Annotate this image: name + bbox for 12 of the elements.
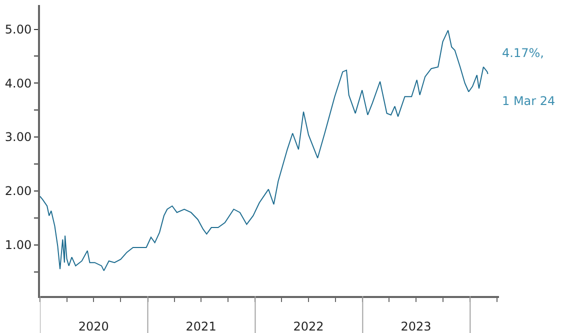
x-tick-label: 2023 (400, 319, 432, 333)
y-tick-label: 2.00 (4, 184, 32, 198)
y-tick-label: 5.00 (4, 22, 32, 36)
y-tick-label: 3.00 (4, 130, 32, 144)
x-tick-label: 2020 (78, 319, 109, 333)
annotation: 4.17%, (502, 46, 544, 60)
x-tick-label: 2022 (293, 319, 324, 333)
x-tick-label: 2021 (186, 319, 216, 333)
annotation: 1 Mar 24 (502, 94, 556, 108)
y-tick-label: 4.00 (4, 76, 32, 90)
line-series (40, 30, 488, 272)
y-tick-label: 1.00 (4, 238, 32, 252)
